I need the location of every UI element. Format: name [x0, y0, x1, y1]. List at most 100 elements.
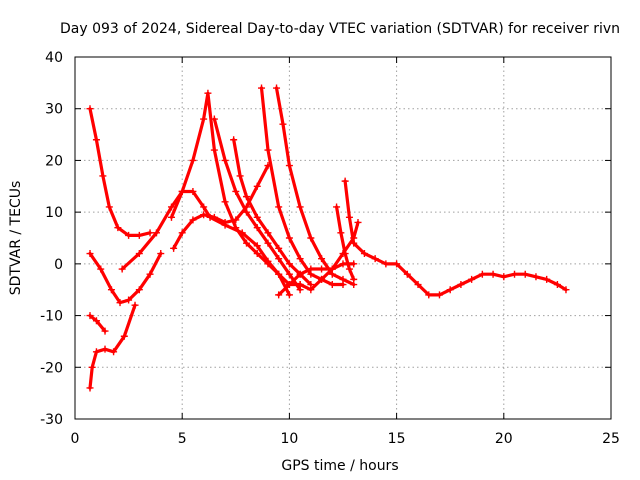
- data-point: [264, 229, 272, 237]
- axis-ticks: 0 5 10 15 20 25 -30 -20 -10 0 10 20 30 40: [40, 50, 620, 447]
- data-point: [339, 275, 347, 283]
- series-line: [88, 251, 163, 305]
- data-point: [371, 255, 379, 263]
- data-point: [435, 291, 443, 299]
- data-point: [489, 270, 497, 278]
- data-point: [521, 270, 529, 278]
- y-tick-label: -10: [40, 309, 63, 325]
- data-point: [341, 177, 349, 185]
- series-line: [172, 164, 270, 250]
- data-point: [86, 384, 94, 392]
- data-point: [221, 156, 229, 164]
- y-tick-label: -30: [40, 412, 63, 428]
- data-point: [210, 115, 218, 123]
- data-point: [318, 265, 326, 273]
- data-point: [189, 156, 197, 164]
- data-point: [264, 146, 272, 154]
- x-tick-label: 25: [602, 431, 620, 447]
- data-point: [253, 242, 261, 250]
- data-point: [253, 250, 261, 258]
- data-point: [500, 273, 508, 281]
- data-point: [350, 239, 358, 247]
- data-point: [273, 84, 281, 92]
- data-point: [403, 270, 411, 278]
- series-line: [88, 107, 152, 237]
- series-line: [343, 179, 568, 297]
- data-point: [116, 299, 124, 307]
- data-point: [393, 260, 401, 268]
- data-point: [350, 260, 358, 268]
- data-point: [279, 120, 287, 128]
- data-point: [230, 136, 238, 144]
- data-point: [285, 260, 293, 268]
- y-tick-label: 0: [54, 257, 63, 273]
- data-point: [97, 265, 105, 273]
- data-point: [157, 250, 165, 258]
- data-point: [189, 187, 197, 195]
- data-point: [135, 286, 143, 294]
- data-point: [243, 208, 251, 216]
- data-point: [285, 234, 293, 242]
- series-arc-4: [86, 312, 109, 335]
- data-point: [328, 281, 336, 289]
- series-arc-2: [86, 250, 165, 307]
- data-point: [167, 203, 175, 211]
- data-point: [88, 363, 96, 371]
- data-point: [232, 224, 240, 232]
- data-point: [120, 332, 128, 340]
- series-arc-3: [86, 301, 139, 392]
- data-point: [318, 275, 326, 283]
- data-point: [446, 286, 454, 294]
- data-point: [125, 231, 133, 239]
- data-point: [337, 229, 345, 237]
- data-point: [232, 187, 240, 195]
- data-point: [146, 270, 154, 278]
- data-point: [107, 286, 115, 294]
- data-point: [200, 115, 208, 123]
- series-line: [277, 262, 356, 297]
- series-arc-14: [333, 203, 358, 283]
- data-point: [253, 213, 261, 221]
- x-axis-label: GPS time / hours: [281, 458, 398, 474]
- y-axis-label: SDTVAR / TECUs: [8, 181, 24, 296]
- series-arc-15: [341, 177, 570, 299]
- data-point: [354, 218, 362, 226]
- series-arc-1: [86, 105, 154, 239]
- data-point: [189, 216, 197, 224]
- data-point: [101, 327, 109, 335]
- data-point: [86, 105, 94, 113]
- data-point: [118, 265, 126, 273]
- data-point: [350, 275, 358, 283]
- data-point: [339, 260, 347, 268]
- data-point: [478, 270, 486, 278]
- data-point: [92, 317, 100, 325]
- data-point: [135, 250, 143, 258]
- data-point: [275, 255, 283, 263]
- data-point: [131, 301, 139, 309]
- data-point: [345, 213, 353, 221]
- data-point: [341, 250, 349, 258]
- data-point: [511, 270, 519, 278]
- x-tick-label: 0: [71, 431, 80, 447]
- data-point: [146, 229, 154, 237]
- data-point: [152, 229, 160, 237]
- data-point: [264, 239, 272, 247]
- data-point: [275, 203, 283, 211]
- series-line: [259, 86, 345, 287]
- y-tick-label: -20: [40, 360, 63, 376]
- data-point: [345, 265, 353, 273]
- data-point: [170, 244, 178, 252]
- y-tick-label: 40: [45, 50, 63, 66]
- data-point: [532, 273, 540, 281]
- data-point: [553, 281, 561, 289]
- data-point: [210, 146, 218, 154]
- y-tick-label: 20: [45, 153, 63, 169]
- data-point: [333, 203, 341, 211]
- series-arc-8: [210, 115, 304, 294]
- data-point: [258, 84, 266, 92]
- x-tick-label: 20: [495, 431, 513, 447]
- data-point: [105, 203, 113, 211]
- data-point: [296, 203, 304, 211]
- data-point: [275, 244, 283, 252]
- data-point: [178, 229, 186, 237]
